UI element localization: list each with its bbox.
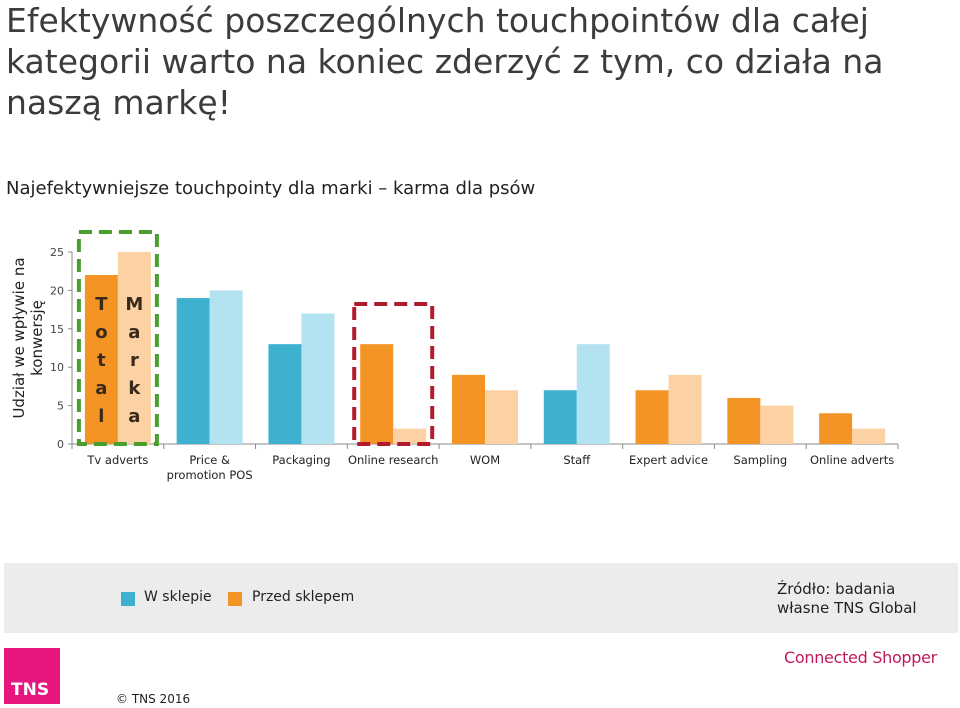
x-tick-label-5: Staff bbox=[563, 453, 591, 467]
footer-band bbox=[4, 563, 958, 633]
bar-marka-0 bbox=[117, 252, 151, 444]
x-tick-label-3: Online research bbox=[348, 453, 439, 467]
legend-label-in-store: W sklepie bbox=[144, 589, 212, 605]
y-tick-label: 0 bbox=[57, 438, 64, 451]
highlights bbox=[76, 230, 435, 446]
bar-total-0 bbox=[84, 275, 118, 444]
legend-label-before-store: Przed sklepem bbox=[252, 589, 355, 605]
bar-total-3 bbox=[360, 344, 394, 444]
x-tick-labels: Tv adverts Price & promotion POS Packaging O… bbox=[86, 453, 894, 482]
tns-logo-text: TNS bbox=[11, 680, 50, 700]
bar-marka-6 bbox=[668, 374, 702, 444]
y-tick-label: 10 bbox=[50, 361, 64, 374]
bar-total-7 bbox=[727, 397, 761, 444]
bar-marka-7 bbox=[760, 405, 794, 444]
source-note: Źródło: badania własne TNS Global bbox=[777, 580, 917, 617]
y-axis-title: Udział we wpływie nakonwersję bbox=[10, 257, 46, 418]
highlight-box-0 bbox=[76, 230, 159, 446]
y-tick-label: 5 bbox=[57, 400, 64, 413]
y-tick-label: 15 bbox=[50, 323, 64, 336]
chart-subtitle: Najefektywniejsze touchpointy dla marki … bbox=[6, 178, 536, 199]
highlight-box-3 bbox=[352, 302, 435, 446]
x-tick-label-7: Sampling bbox=[733, 453, 787, 467]
bar-total-6 bbox=[635, 390, 669, 444]
x-tick-label-2: Packaging bbox=[272, 453, 330, 467]
bar-marka-2 bbox=[301, 313, 335, 444]
legend-swatch-in-store bbox=[121, 592, 135, 606]
copyright: © TNS 2016 bbox=[116, 692, 191, 706]
bar-total-1 bbox=[176, 298, 210, 444]
y-axis-label: Udział we wpływie nakonwersję bbox=[10, 257, 46, 418]
bar-marka-1 bbox=[209, 290, 243, 444]
x-tick-label-1: Price & promotion POS bbox=[167, 453, 253, 482]
tns-logo: TNS bbox=[4, 648, 60, 704]
bar-chart: Udział we wpływie nakonwersję 0 5 10 15 20 25… bbox=[10, 230, 899, 482]
x-tick-label-6: Expert advice bbox=[629, 453, 708, 467]
x-tick-label-0: Tv adverts bbox=[86, 453, 148, 467]
x-tick-label-4: WOM bbox=[470, 453, 500, 467]
headline: Efektywność poszczególnych touchpointów … bbox=[6, 1, 884, 122]
bar-total-4 bbox=[452, 374, 485, 444]
bar-marka-4 bbox=[485, 390, 518, 444]
bar-marka-3 bbox=[393, 428, 427, 444]
legend-swatch-before-store bbox=[228, 592, 242, 606]
bar-marka-5 bbox=[576, 344, 610, 444]
bar-total-8 bbox=[819, 413, 853, 444]
bar-total-5 bbox=[543, 390, 577, 444]
bar-marka-8 bbox=[852, 428, 886, 444]
bar-total-2 bbox=[268, 344, 302, 444]
y-tick-label: 25 bbox=[50, 246, 64, 259]
connected-shopper-logo: Connected Shopper bbox=[784, 648, 937, 667]
y-tick-label: 20 bbox=[50, 284, 64, 297]
x-tick-label-8: Online adverts bbox=[810, 453, 894, 467]
